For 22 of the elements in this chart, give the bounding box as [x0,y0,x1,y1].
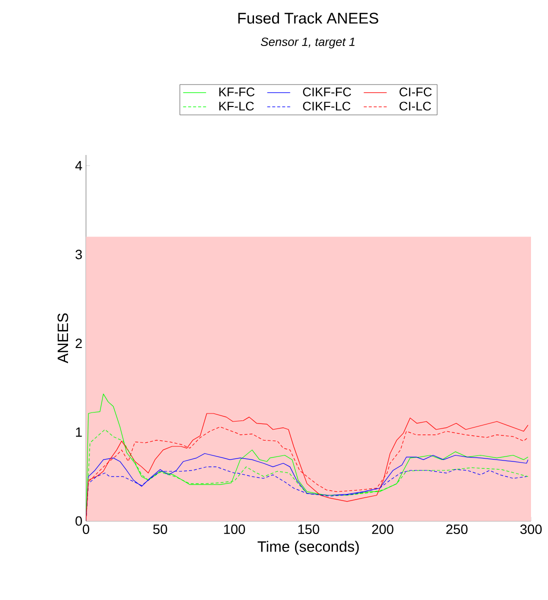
legend-label: CIKF-LC [303,102,350,111]
x-tick-label: 50 [153,524,168,534]
legend-label: CIKF-FC [303,88,352,96]
legend-label: KF-LC [219,102,254,111]
x-tick-label: 0 [82,524,90,534]
y-tick-label: 3 [76,250,82,260]
y-tick-label: 1 [76,428,82,437]
x-tick-label: 150 [298,524,320,534]
legend-label: CI-LC [400,102,431,111]
y-tick-label: 4 [75,161,82,170]
x-tick-label: 250 [446,524,468,534]
y-tick-label: 0 [76,516,82,526]
x-tick-label: 300 [520,524,542,534]
x-tick-label: 200 [372,524,394,534]
legend-label: CI-FC [400,88,432,96]
y-tick-label: 2 [76,338,82,348]
legend-label: KF-FC [219,88,255,96]
x-axis-title: Time (seconds) [258,540,359,555]
chart-subtitle: Sensor 1, target 1 [260,38,354,48]
x-tick-label: 100 [224,524,246,534]
y-axis-title: ANEES [58,313,68,364]
chart-title: Fused Track ANEES [238,12,378,24]
